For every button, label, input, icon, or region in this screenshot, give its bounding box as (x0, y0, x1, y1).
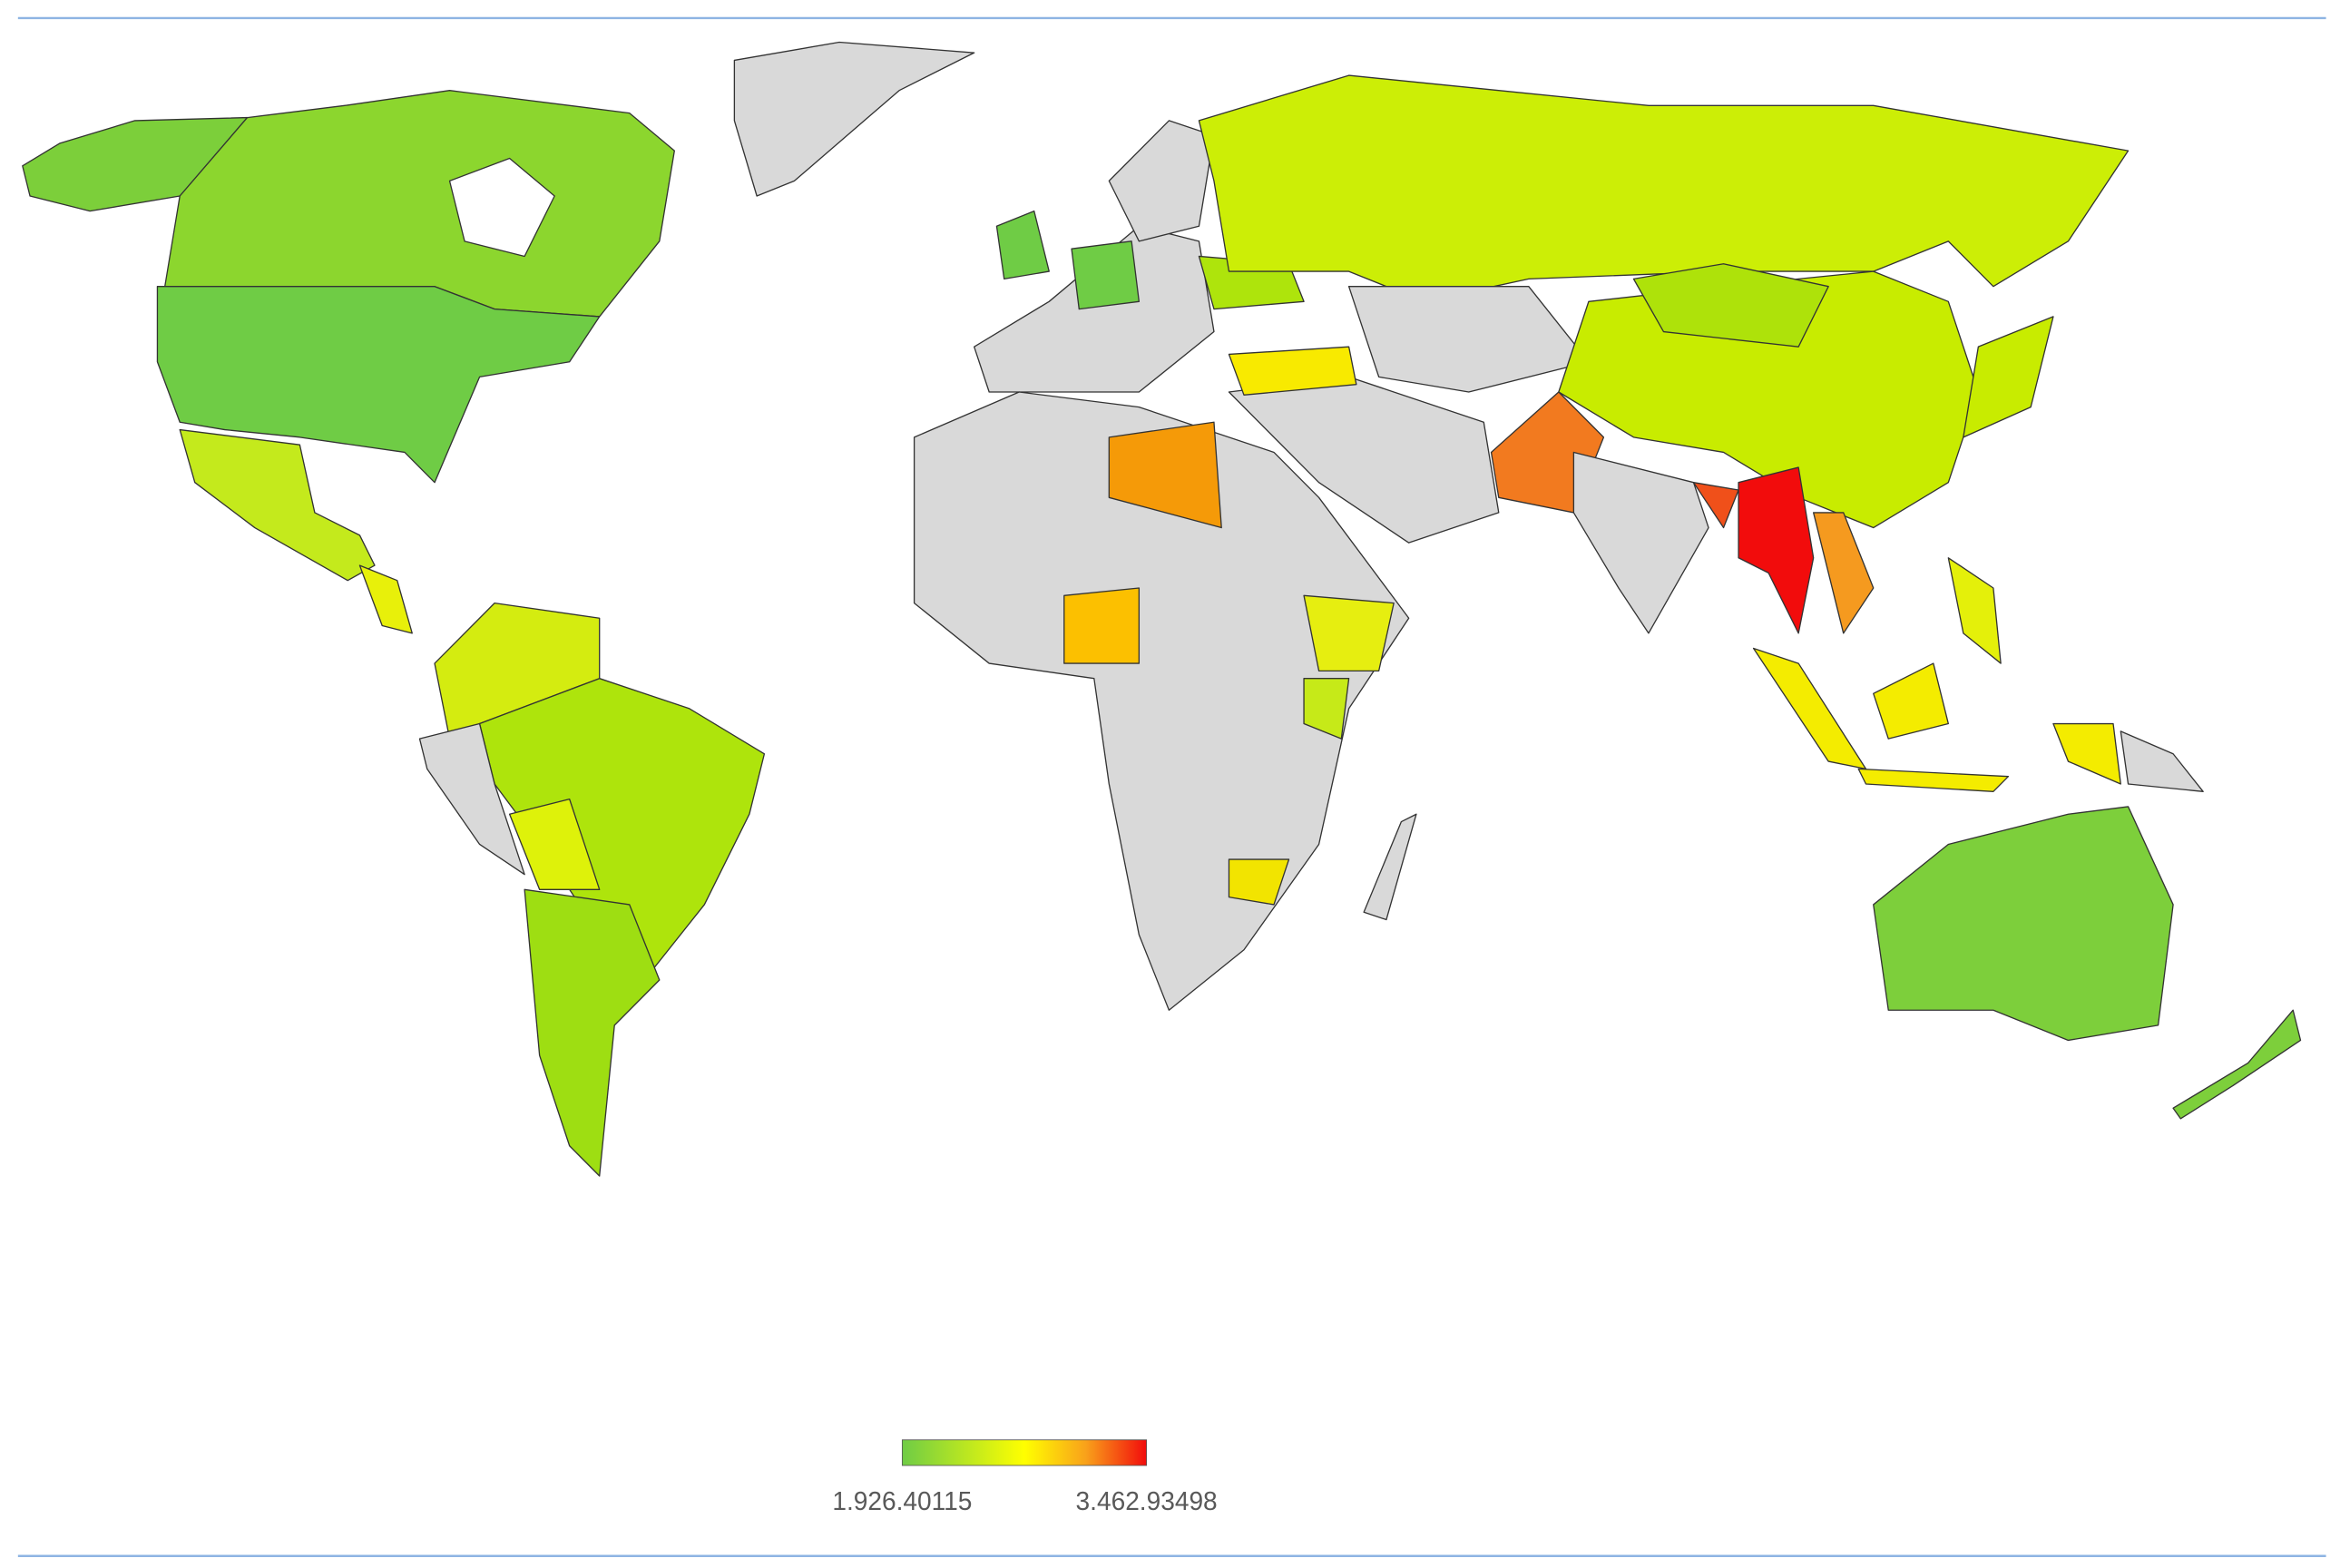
region (733, 41, 975, 197)
legend-min-label: 1.926.40115 (832, 1487, 972, 1515)
legend: 1.926.40115 3.462.93498 (832, 1439, 1218, 1515)
region (1692, 482, 1739, 529)
region (1572, 451, 1709, 634)
region (1303, 678, 1350, 740)
region (1108, 421, 1222, 529)
region (1558, 270, 1980, 529)
region (524, 888, 661, 1177)
region (1198, 74, 2130, 302)
region (1873, 806, 2174, 1042)
region (1228, 346, 1357, 396)
region (2052, 722, 2121, 785)
region (1071, 240, 1141, 310)
legend-max-label: 3.462.93498 (1076, 1487, 1218, 1515)
bay (448, 157, 555, 258)
region (164, 90, 675, 318)
region (1873, 662, 1949, 740)
color-scale (901, 1439, 1148, 1466)
region (1632, 263, 1829, 348)
region (995, 210, 1050, 280)
region (156, 286, 601, 484)
region (358, 564, 413, 634)
region (1108, 120, 1215, 242)
region (1303, 594, 1395, 672)
world-map (22, 41, 2302, 1177)
region (1228, 858, 1290, 906)
region (2120, 730, 2204, 792)
region (418, 722, 525, 876)
region (1947, 557, 2002, 664)
region (1363, 813, 1417, 921)
region (1228, 376, 1500, 544)
region (1857, 768, 2010, 792)
region (1063, 587, 1141, 664)
region (508, 798, 601, 890)
region (1738, 466, 1815, 634)
region (1347, 286, 1590, 393)
region (2172, 1009, 2302, 1120)
region (1752, 647, 1867, 770)
region (179, 428, 376, 582)
region (1963, 316, 2054, 438)
region (1813, 512, 1875, 634)
